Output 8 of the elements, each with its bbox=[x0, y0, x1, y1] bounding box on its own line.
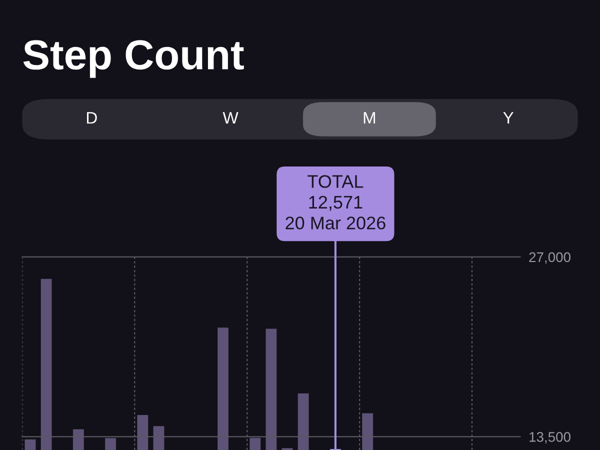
text: Y bbox=[503, 112, 514, 124]
y-tick-label: 27,000 bbox=[529, 252, 570, 264]
text: D bbox=[87, 112, 97, 124]
text: M bbox=[364, 112, 376, 124]
annotation: TOTAL 12,571 20 Mar 2026 bbox=[286, 175, 386, 230]
chart-title: Step Count bbox=[23, 40, 244, 78]
y-tick-label: 13,500 bbox=[530, 432, 570, 444]
text: W bbox=[222, 112, 238, 124]
